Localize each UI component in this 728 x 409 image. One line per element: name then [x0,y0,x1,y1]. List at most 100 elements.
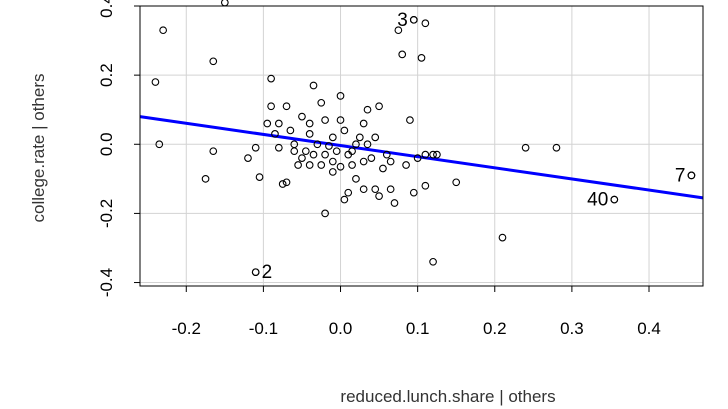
data-point [201,174,210,183]
data-point [687,171,696,180]
data-point [421,181,430,190]
y-tick-label: -0.4 [97,268,116,297]
data-point [336,162,345,171]
regression-line-layer [139,115,704,200]
data-point [433,150,441,159]
data-point [552,143,561,152]
data-point [409,15,418,24]
data-point [263,119,272,128]
data-point [379,164,387,173]
data-point [309,81,318,90]
data-point [321,150,329,159]
data-point [429,257,437,266]
y-axis-ticks: -0.4 -0.2 0.0 0.2 0.4 [97,0,140,297]
data-point [386,157,395,166]
data-point [355,133,364,142]
data-point [294,161,302,169]
data-point [413,154,422,162]
data-point [610,195,619,204]
data-points [151,0,696,277]
data-point [406,116,414,124]
data-point [352,140,360,149]
x-tick-label: 0.3 [560,319,584,338]
y-tick-label: 0.0 [97,132,116,156]
x-tick-label: 0.1 [406,319,430,338]
x-tick-label: -0.1 [249,319,278,338]
data-point [209,147,218,156]
data-point [340,126,349,135]
data-point [402,161,410,169]
data-point [328,168,337,176]
data-point [371,185,380,194]
data-point [321,116,329,124]
y-tick-label: 0.4 [97,0,116,18]
data-point [417,54,426,62]
data-point [382,150,391,159]
data-point [359,119,368,128]
data-point [298,154,306,162]
data-point [359,185,368,194]
x-axis-ticks: -0.2 -0.1 0.0 0.1 0.2 0.3 0.4 [172,286,661,338]
data-point [409,188,418,197]
regression-line [139,115,704,200]
data-point [313,140,322,149]
data-point [521,143,530,152]
data-point [278,180,287,188]
data-point [421,19,430,28]
point-label: 40 [587,190,608,211]
point-label: 2 [262,262,273,283]
data-point [398,50,407,59]
data-point [274,119,283,128]
data-point [336,116,345,124]
data-point [375,102,383,111]
data-point [282,102,291,111]
data-point [317,98,326,107]
data-point [255,173,264,181]
data-point [363,105,372,114]
data-point [305,161,314,169]
plot-border [139,5,704,287]
data-point [290,147,299,156]
data-point [325,142,333,150]
data-point [298,112,306,121]
data-point [328,133,337,142]
x-axis-label: reduced.lunch.share | others [340,387,555,406]
data-point [332,147,341,156]
x-tick-label: -0.2 [172,319,201,338]
data-point [328,157,337,166]
data-point [367,154,376,162]
data-point [251,268,260,277]
data-point [371,133,380,142]
data-point [155,140,164,149]
point-label: 7 [675,165,686,186]
data-point [359,157,368,166]
data-point [305,130,314,138]
x-tick-label: 0.4 [637,319,661,338]
y-tick-label: -0.2 [97,199,116,228]
data-point [498,233,507,242]
data-point [375,192,383,200]
data-point [394,26,403,35]
data-point [421,150,430,159]
data-point [340,195,349,204]
data-point [271,130,279,138]
data-point [251,143,260,152]
data-point [305,119,314,128]
x-tick-label: 0.0 [329,319,353,338]
data-point [301,147,310,156]
data-point [267,102,275,111]
point-labels: 3 7 40 2 [262,10,686,283]
data-point [317,161,326,169]
point-label: 3 [397,10,408,31]
data-point [244,154,252,162]
data-point [274,143,283,152]
data-point [321,209,329,218]
data-point [309,150,318,159]
data-point [282,178,291,187]
data-point [336,92,345,100]
data-point [151,78,160,86]
data-point [344,188,353,197]
data-point [348,161,356,169]
